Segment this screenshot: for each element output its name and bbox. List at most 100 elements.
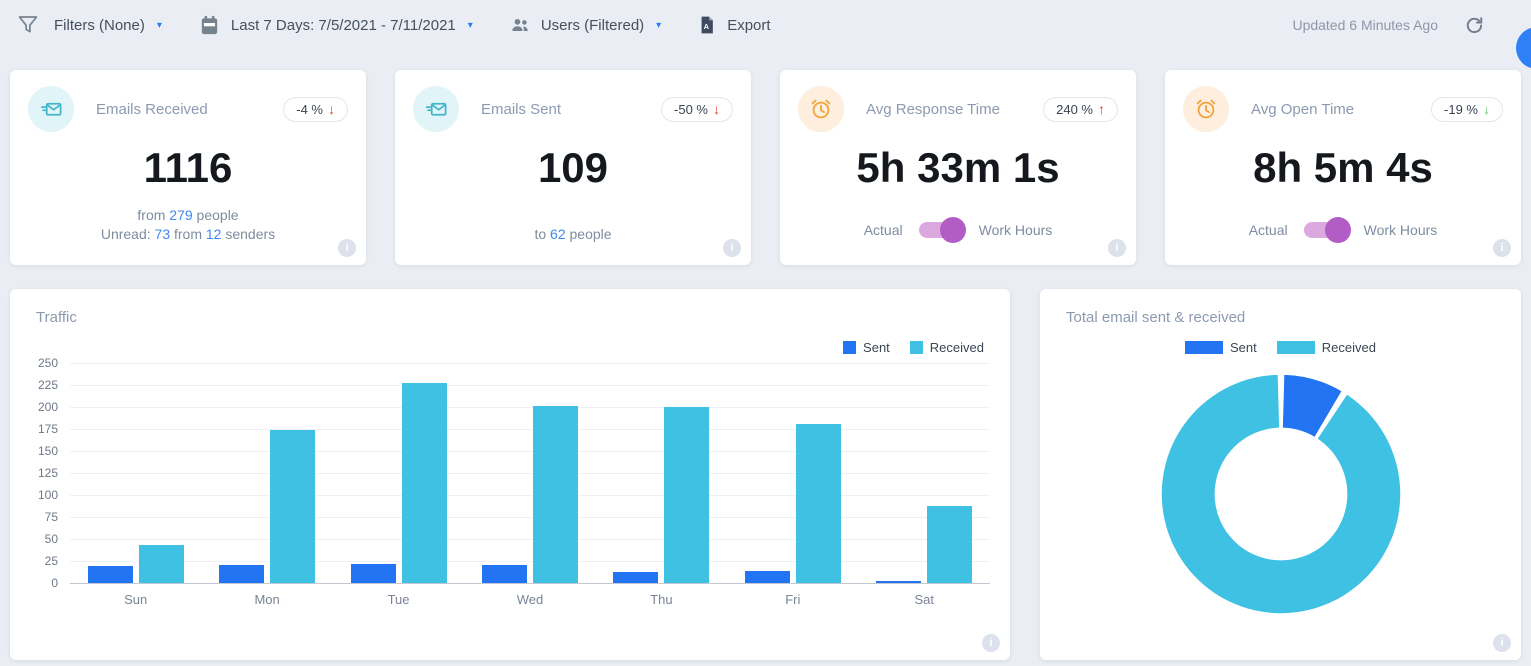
- trend-arrow-icon: ↑: [1098, 101, 1105, 117]
- bar-received-fri: [795, 423, 841, 583]
- y-axis-tick: 200: [37, 400, 58, 414]
- legend-label: Sent: [1230, 340, 1257, 355]
- bar-group-fri: [744, 423, 841, 583]
- bar-sent-fri: [744, 570, 790, 583]
- bar-group-tue: [350, 383, 447, 583]
- trend-arrow-icon: ↓: [328, 101, 335, 117]
- stat-card-avg-response-time: Avg Response Time 240 % ↑ 5h 33m 1s Actu…: [780, 70, 1136, 265]
- info-icon[interactable]: i: [1493, 634, 1511, 652]
- gridline: [70, 407, 990, 408]
- trend-value: 240 %: [1056, 101, 1093, 117]
- stat-card-title: Emails Sent: [481, 100, 562, 118]
- stat-subline: from 279 people: [137, 207, 239, 223]
- info-icon[interactable]: i: [982, 634, 1000, 652]
- toggle-label-work-hours: Work Hours: [1363, 222, 1438, 238]
- legend-label: Received: [929, 340, 984, 355]
- trend-value: -19 %: [1444, 101, 1478, 117]
- info-icon[interactable]: i: [338, 239, 356, 257]
- gridline: [70, 583, 990, 584]
- gridline: [70, 539, 990, 540]
- gridline: [70, 473, 990, 474]
- x-axis-label-mon: Mon: [254, 592, 280, 607]
- info-icon[interactable]: i: [1493, 239, 1511, 257]
- actual-workhours-toggle[interactable]: [918, 217, 966, 243]
- legend-item-sent[interactable]: Sent: [1185, 340, 1257, 355]
- stat-cards-row: Emails Received -4 % ↓ 1116 from 279 peo…: [10, 70, 1521, 265]
- export-button[interactable]: A Export: [697, 15, 771, 35]
- x-axis-label-thu: Thu: [650, 592, 673, 607]
- stat-value: 8h 5m 4s: [1253, 144, 1433, 191]
- y-axis-tick: 25: [44, 554, 58, 568]
- bar-sent-tue: [350, 563, 396, 583]
- gridline: [70, 363, 990, 364]
- bar-group-sun: [87, 545, 184, 583]
- date-range-label: Last 7 Days: 7/5/2021 - 7/11/2021: [230, 16, 456, 34]
- x-axis-label-sun: Sun: [124, 592, 148, 607]
- legend-item-received[interactable]: Received: [909, 340, 984, 355]
- stat-value: 1116: [143, 144, 233, 191]
- info-icon[interactable]: i: [1108, 239, 1126, 257]
- legend-label: Received: [1321, 340, 1376, 355]
- filters-dropdown[interactable]: Filters (None) ▾: [54, 17, 162, 34]
- stat-card-title: Avg Response Time: [866, 100, 1000, 118]
- stat-card-emails-sent: Emails Sent -50 % ↓ 109 to 62 people i: [395, 70, 751, 265]
- x-axis-label-fri: Fri: [785, 592, 801, 607]
- donut-legend: Sent Received: [1040, 340, 1521, 355]
- bar-received-wed: [532, 406, 578, 583]
- trend-arrow-icon: ↓: [1483, 101, 1490, 117]
- chat-bubble-button[interactable]: [1516, 27, 1531, 69]
- legend-swatch: [909, 341, 923, 354]
- stat-subline: Unread: 73 from 12 senders: [100, 226, 276, 242]
- donut-slice-received: [1161, 374, 1400, 614]
- info-icon[interactable]: i: [723, 239, 741, 257]
- y-axis-tick: 50: [44, 532, 58, 546]
- refresh-button[interactable]: [1464, 15, 1485, 36]
- gridline: [70, 495, 990, 496]
- legend-swatch: [1185, 341, 1224, 354]
- bar-group-mon: [219, 429, 316, 583]
- bar-group-thu: [613, 407, 710, 583]
- stat-link-number: 62: [550, 226, 566, 242]
- export-file-icon: A: [697, 15, 717, 35]
- traffic-legend: Sent Received: [10, 340, 1010, 355]
- trend-badge: 240 % ↑: [1043, 96, 1118, 122]
- bar-sent-thu: [613, 572, 659, 583]
- stat-card-title: Emails Received: [96, 100, 208, 118]
- toolbar: Filters (None) ▾ Last 7 Days: 7/5/2021 -…: [0, 0, 1531, 50]
- bar-received-mon: [270, 429, 316, 583]
- traffic-bar-chart: 0 25 50 75 100 125 150 175 200 225 250: [38, 356, 990, 590]
- x-axis-label-tue: Tue: [387, 592, 410, 607]
- legend-swatch: [843, 341, 857, 354]
- gridline: [70, 517, 990, 518]
- stat-link-number: 279: [169, 207, 193, 223]
- legend-label: Sent: [863, 340, 890, 355]
- y-axis-tick: 175: [37, 422, 58, 436]
- stat-card-title: Avg Open Time: [1251, 100, 1355, 118]
- trend-value: -50 %: [674, 101, 708, 117]
- trend-badge: -4 % ↓: [283, 96, 348, 122]
- svg-text:A: A: [704, 22, 710, 31]
- x-axis-label-wed: Wed: [516, 592, 544, 607]
- bar-group-wed: [481, 406, 578, 583]
- date-range-dropdown[interactable]: Last 7 Days: 7/5/2021 - 7/11/2021 ▾: [198, 14, 473, 37]
- legend-item-received[interactable]: Received: [1276, 340, 1376, 355]
- filter-funnel-icon: [16, 13, 40, 37]
- stat-value: 5h 33m 1s: [856, 144, 1060, 191]
- y-axis-tick: 250: [37, 356, 58, 370]
- toggle-knob: [1324, 217, 1351, 243]
- stat-link-number: 12: [205, 226, 222, 242]
- export-label: Export: [727, 16, 771, 34]
- users-dropdown[interactable]: Users (Filtered) ▾: [509, 14, 661, 36]
- stat-card-emails-received: Emails Received -4 % ↓ 1116 from 279 peo…: [10, 70, 366, 265]
- bar-sent-sat: [876, 581, 922, 583]
- bar-received-sat: [927, 505, 973, 583]
- legend-item-sent[interactable]: Sent: [843, 340, 890, 355]
- stat-value: 109: [537, 144, 609, 191]
- bar-sent-mon: [219, 565, 265, 583]
- actual-workhours-toggle[interactable]: [1303, 217, 1351, 243]
- chart-title: Traffic: [36, 309, 77, 326]
- toggle-label-actual: Actual: [863, 222, 903, 238]
- bar-sent-wed: [481, 565, 527, 583]
- bar-sent-sun: [87, 566, 133, 583]
- y-axis-tick: 225: [37, 378, 58, 392]
